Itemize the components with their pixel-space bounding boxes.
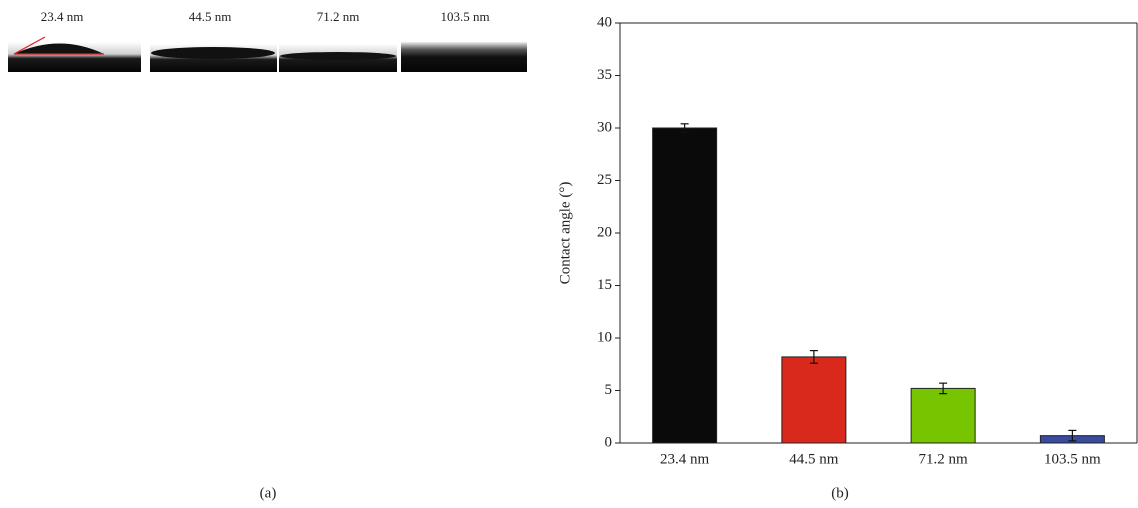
bar	[911, 388, 975, 443]
panel-label: (a)	[260, 485, 277, 501]
y-tick-label: 20	[597, 224, 612, 240]
image-label: 23.4 nm	[41, 9, 84, 24]
droplet-images	[8, 37, 527, 72]
droplet-image	[401, 42, 527, 72]
x-tick-label: 23.4 nm	[660, 451, 710, 467]
y-tick-label: 35	[597, 67, 612, 83]
y-tick-label: 15	[597, 277, 612, 293]
bar	[653, 128, 717, 443]
bar	[782, 357, 846, 443]
droplet	[151, 47, 275, 59]
x-tick-label: 71.2 nm	[919, 451, 969, 467]
x-tick-label: 44.5 nm	[789, 451, 839, 467]
image-label: 71.2 nm	[317, 9, 360, 24]
figure: 23.4 nm 44.5 nm 71.2 nm 103.5 nm (a) (b)…	[0, 0, 1138, 508]
y-tick-label: 40	[597, 14, 612, 30]
y-tick-label: 5	[605, 382, 613, 398]
y-tick-label: 10	[597, 329, 612, 345]
y-axis-label: Contact angle (°)	[557, 182, 573, 285]
panel-label: (b)	[831, 485, 849, 501]
image-label: 103.5 nm	[440, 9, 489, 24]
y-tick-label: 25	[597, 172, 612, 188]
image-label: 44.5 nm	[189, 9, 232, 24]
y-tick-label: 0	[605, 434, 613, 450]
x-tick-label: 103.5 nm	[1044, 451, 1101, 467]
y-tick-label: 30	[597, 119, 612, 135]
droplet	[280, 52, 396, 60]
